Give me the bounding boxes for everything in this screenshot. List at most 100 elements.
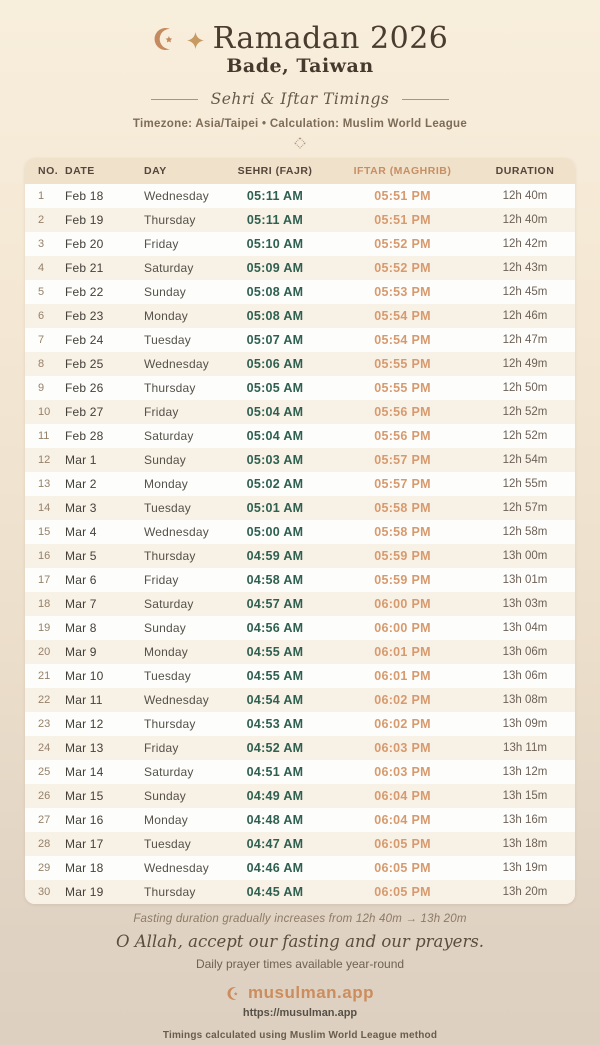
row-iftar-time: 06:03 PM: [374, 741, 431, 755]
table-row: 15 Mar 4 Wednesday 05:00 AM 05:58 PM 12h…: [25, 520, 575, 544]
row-day: Tuesday: [144, 501, 191, 515]
row-iftar-time: 05:55 PM: [374, 381, 431, 395]
row-iftar-time: 05:59 PM: [374, 549, 431, 563]
row-iftar-time: 05:52 PM: [374, 237, 431, 251]
row-duration: 12h 50m: [502, 382, 548, 394]
row-sehri-time: 05:01 AM: [246, 501, 304, 515]
brand-url-link[interactable]: https://musulman.app: [242, 1007, 358, 1019]
timezone-calculation-meta: Timezone: Asia/Taipei • Calculation: Mus…: [132, 118, 468, 130]
row-day: Saturday: [144, 429, 194, 443]
row-day: Sunday: [144, 453, 186, 467]
row-number: 16: [38, 550, 51, 562]
table-row: 4 Feb 21 Saturday 05:09 AM 05:52 PM 12h …: [25, 256, 575, 280]
row-number: 6: [38, 310, 45, 322]
table-row: 14 Mar 3 Tuesday 05:01 AM 05:58 PM 12h 5…: [25, 496, 575, 520]
row-iftar-time: 05:55 PM: [374, 357, 431, 371]
row-sehri-time: 04:45 AM: [246, 885, 304, 899]
timings-table-head: NO. DATE DAY SEHRI (FAJR) IFTAR (MAGHRIB…: [25, 158, 575, 184]
row-date: Feb 27: [65, 405, 104, 419]
row-date: Feb 24: [65, 333, 104, 347]
row-number: 18: [38, 598, 51, 610]
col-header-sehri: SEHRI (FAJR): [220, 158, 330, 184]
row-duration: 13h 18m: [502, 838, 548, 850]
timings-card: NO. DATE DAY SEHRI (FAJR) IFTAR (MAGHRIB…: [25, 158, 575, 904]
row-duration: 13h 19m: [502, 862, 548, 874]
fasting-duration-note: Fasting duration gradually increases fro…: [133, 913, 467, 925]
row-day: Monday: [144, 477, 188, 491]
row-sehri-time: 05:07 AM: [246, 333, 304, 347]
row-duration: 13h 01m: [502, 574, 548, 586]
row-day: Sunday: [144, 285, 186, 299]
row-iftar-time: 06:03 PM: [374, 765, 431, 779]
row-duration: 13h 04m: [502, 622, 548, 634]
row-sehri-time: 05:11 AM: [246, 189, 304, 203]
table-row: 18 Mar 7 Saturday 04:57 AM 06:00 PM 13h …: [25, 592, 575, 616]
row-duration: 13h 11m: [503, 742, 547, 754]
row-day: Thursday: [144, 213, 196, 227]
row-sehri-time: 04:58 AM: [246, 573, 304, 587]
row-iftar-time: 06:05 PM: [374, 837, 431, 851]
header: Ramadan 2026 Bade, Taiwan Sehri & Iftar …: [0, 0, 600, 149]
title-row: Ramadan 2026: [0, 24, 600, 54]
table-row: 21 Mar 10 Tuesday 04:55 AM 06:01 PM 13h …: [25, 664, 575, 688]
row-date: Mar 7: [65, 597, 97, 611]
row-day: Monday: [144, 813, 188, 827]
row-iftar-time: 05:56 PM: [374, 405, 431, 419]
brand-link[interactable]: musulman.app: [248, 983, 374, 1002]
table-row: 2 Feb 19 Thursday 05:11 AM 05:51 PM 12h …: [25, 208, 575, 232]
row-date: Mar 9: [65, 645, 97, 659]
row-number: 9: [38, 382, 45, 394]
row-number: 30: [38, 886, 51, 898]
row-date: Mar 19: [65, 885, 104, 899]
row-date: Feb 21: [65, 261, 104, 275]
row-date: Mar 6: [65, 573, 97, 587]
row-number: 23: [38, 718, 51, 730]
row-number: 12: [38, 454, 51, 466]
row-date: Mar 4: [65, 525, 97, 539]
row-duration: 13h 15m: [502, 790, 548, 802]
row-duration: 12h 40m: [502, 190, 548, 202]
row-date: Mar 1: [65, 453, 97, 467]
table-row: 8 Feb 25 Wednesday 05:06 AM 05:55 PM 12h…: [25, 352, 575, 376]
subtitle-row: Sehri & Iftar Timings: [0, 90, 600, 108]
table-row: 5 Feb 22 Sunday 05:08 AM 05:53 PM 12h 45…: [25, 280, 575, 304]
row-duration: 13h 06m: [502, 646, 548, 658]
row-number: 2: [38, 214, 45, 226]
row-number: 4: [38, 262, 45, 274]
row-date: Feb 22: [65, 285, 104, 299]
row-date: Feb 26: [65, 381, 104, 395]
row-date: Mar 3: [65, 501, 97, 515]
table-row: 3 Feb 20 Friday 05:10 AM 05:52 PM 12h 42…: [25, 232, 575, 256]
row-iftar-time: 05:53 PM: [374, 285, 431, 299]
row-duration: 12h 54m: [502, 454, 548, 466]
row-iftar-time: 06:05 PM: [374, 861, 431, 875]
row-date: Mar 14: [65, 765, 104, 779]
table-row: 17 Mar 6 Friday 04:58 AM 05:59 PM 13h 01…: [25, 568, 575, 592]
row-date: Mar 11: [65, 693, 103, 707]
table-row: 23 Mar 12 Thursday 04:53 AM 06:02 PM 13h…: [25, 712, 575, 736]
table-row: 7 Feb 24 Tuesday 05:07 AM 05:54 PM 12h 4…: [25, 328, 575, 352]
row-sehri-time: 04:49 AM: [246, 789, 304, 803]
row-day: Sunday: [144, 621, 186, 635]
row-sehri-time: 05:09 AM: [246, 261, 304, 275]
row-date: Feb 28: [65, 429, 104, 443]
availability-text: Daily prayer times available year-round: [195, 957, 405, 971]
row-day: Friday: [144, 741, 179, 755]
row-sehri-time: 05:08 AM: [246, 309, 304, 323]
row-day: Wednesday: [144, 693, 209, 707]
row-sehri-time: 04:57 AM: [246, 597, 304, 611]
row-iftar-time: 05:51 PM: [374, 189, 431, 203]
row-sehri-time: 05:06 AM: [246, 357, 304, 371]
row-iftar-time: 05:57 PM: [374, 477, 431, 491]
row-number: 5: [38, 286, 45, 298]
row-day: Tuesday: [144, 669, 191, 683]
row-duration: 13h 08m: [502, 694, 548, 706]
row-number: 1: [38, 190, 45, 202]
brand-row: musulman.app: [0, 983, 600, 1003]
row-duration: 12h 49m: [502, 358, 548, 370]
row-iftar-time: 06:04 PM: [374, 813, 431, 827]
col-header-no: NO.: [25, 158, 65, 184]
row-iftar-time: 06:01 PM: [374, 645, 431, 659]
row-day: Wednesday: [144, 525, 209, 539]
